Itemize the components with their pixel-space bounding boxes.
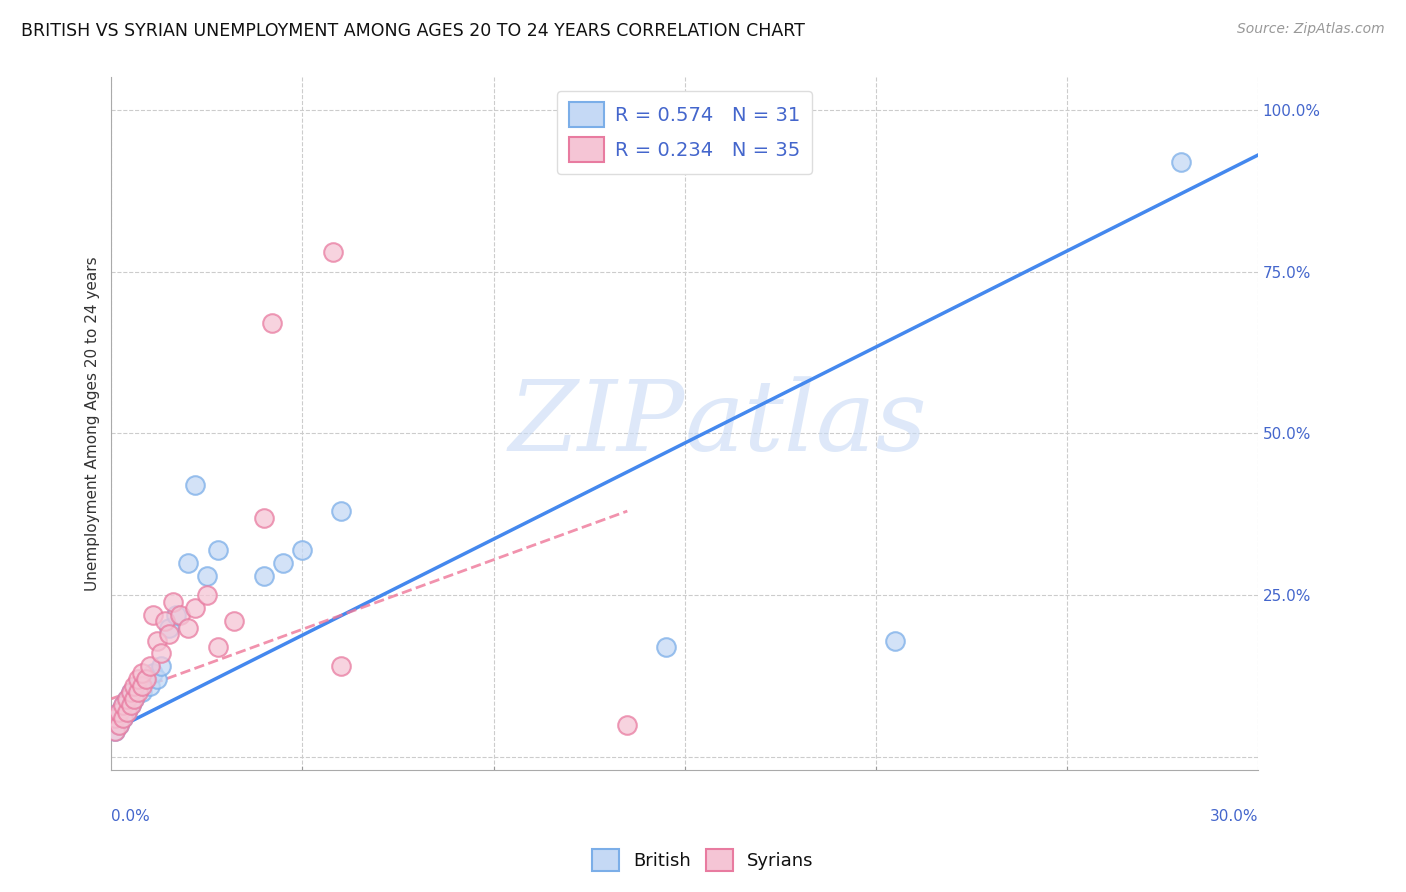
Point [177,621,200,635]
Point [1170,154,1192,169]
Point [195,588,218,602]
Point [157,621,180,635]
Point [104,724,127,739]
Point [108,717,131,731]
Point [142,665,165,680]
Point [127,679,149,693]
Point [165,607,187,622]
Point [184,601,207,615]
Point [329,504,352,518]
Point [253,510,276,524]
Point [253,569,276,583]
Point [104,724,127,739]
Point [135,673,157,687]
Point [115,705,138,719]
Point [222,614,245,628]
Point [111,698,134,713]
Point [616,717,638,731]
Point [124,691,146,706]
Point [322,245,344,260]
Point [115,691,138,706]
Point [207,542,229,557]
Point [153,614,176,628]
Point [138,659,160,673]
Point [135,673,157,687]
Text: 0.0%: 0.0% [111,809,150,824]
Point [104,711,127,725]
Point [115,705,138,719]
Point [273,556,295,570]
Point [120,698,142,713]
Point [120,685,142,699]
Point [162,595,184,609]
Text: atlas: atlas [685,376,928,471]
Point [124,691,146,706]
Point [104,711,127,725]
Point [883,633,905,648]
Point [146,633,169,648]
Point [150,647,173,661]
Point [291,542,314,557]
Point [150,659,173,673]
Point [157,627,180,641]
Point [111,698,134,713]
Point [329,659,352,673]
Point [138,679,160,693]
Text: BRITISH VS SYRIAN UNEMPLOYMENT AMONG AGES 20 TO 24 YEARS CORRELATION CHART: BRITISH VS SYRIAN UNEMPLOYMENT AMONG AGE… [21,22,806,40]
Text: 30.0%: 30.0% [1209,809,1258,824]
Point [654,640,676,654]
Legend: British, Syrians: British, Syrians [585,842,821,879]
Text: ZIP: ZIP [509,376,685,471]
Point [111,711,134,725]
Point [131,679,153,693]
Point [120,685,142,699]
Point [131,685,153,699]
Point [127,685,149,699]
Point [177,556,200,570]
Point [115,691,138,706]
Legend: R = 0.574   N = 31, R = 0.234   N = 35: R = 0.574 N = 31, R = 0.234 N = 35 [557,91,813,174]
Point [260,317,283,331]
Point [169,607,191,622]
Point [108,705,131,719]
Point [195,569,218,583]
Point [184,478,207,492]
Point [120,698,142,713]
Point [111,711,134,725]
Point [108,717,131,731]
Point [108,705,131,719]
Point [131,665,153,680]
Point [142,607,165,622]
Point [124,679,146,693]
Point [127,673,149,687]
Point [207,640,229,654]
Point [146,673,169,687]
Y-axis label: Unemployment Among Ages 20 to 24 years: Unemployment Among Ages 20 to 24 years [86,256,100,591]
Text: Source: ZipAtlas.com: Source: ZipAtlas.com [1237,22,1385,37]
